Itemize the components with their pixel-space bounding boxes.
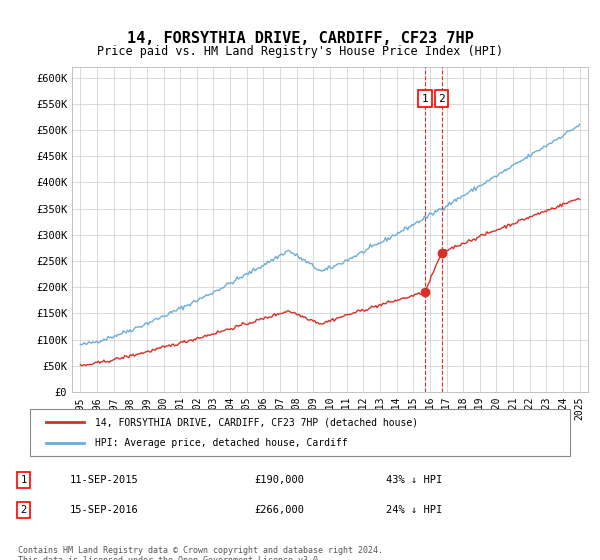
FancyBboxPatch shape — [30, 409, 570, 456]
Text: 24% ↓ HPI: 24% ↓ HPI — [386, 505, 443, 515]
Text: 1: 1 — [422, 94, 428, 104]
Text: 43% ↓ HPI: 43% ↓ HPI — [386, 475, 443, 485]
Text: 11-SEP-2015: 11-SEP-2015 — [70, 475, 139, 485]
Text: HPI: Average price, detached house, Cardiff: HPI: Average price, detached house, Card… — [95, 438, 347, 448]
Text: £190,000: £190,000 — [254, 475, 304, 485]
Text: £266,000: £266,000 — [254, 505, 304, 515]
Text: Contains HM Land Registry data © Crown copyright and database right 2024.
This d: Contains HM Land Registry data © Crown c… — [18, 546, 383, 560]
Text: 1: 1 — [20, 475, 26, 485]
Text: 2: 2 — [20, 505, 26, 515]
Text: 15-SEP-2016: 15-SEP-2016 — [70, 505, 139, 515]
Text: Price paid vs. HM Land Registry's House Price Index (HPI): Price paid vs. HM Land Registry's House … — [97, 45, 503, 58]
Text: 2: 2 — [438, 94, 445, 104]
Text: 14, FORSYTHIA DRIVE, CARDIFF, CF23 7HP: 14, FORSYTHIA DRIVE, CARDIFF, CF23 7HP — [127, 31, 473, 46]
Text: 14, FORSYTHIA DRIVE, CARDIFF, CF23 7HP (detached house): 14, FORSYTHIA DRIVE, CARDIFF, CF23 7HP (… — [95, 417, 418, 427]
